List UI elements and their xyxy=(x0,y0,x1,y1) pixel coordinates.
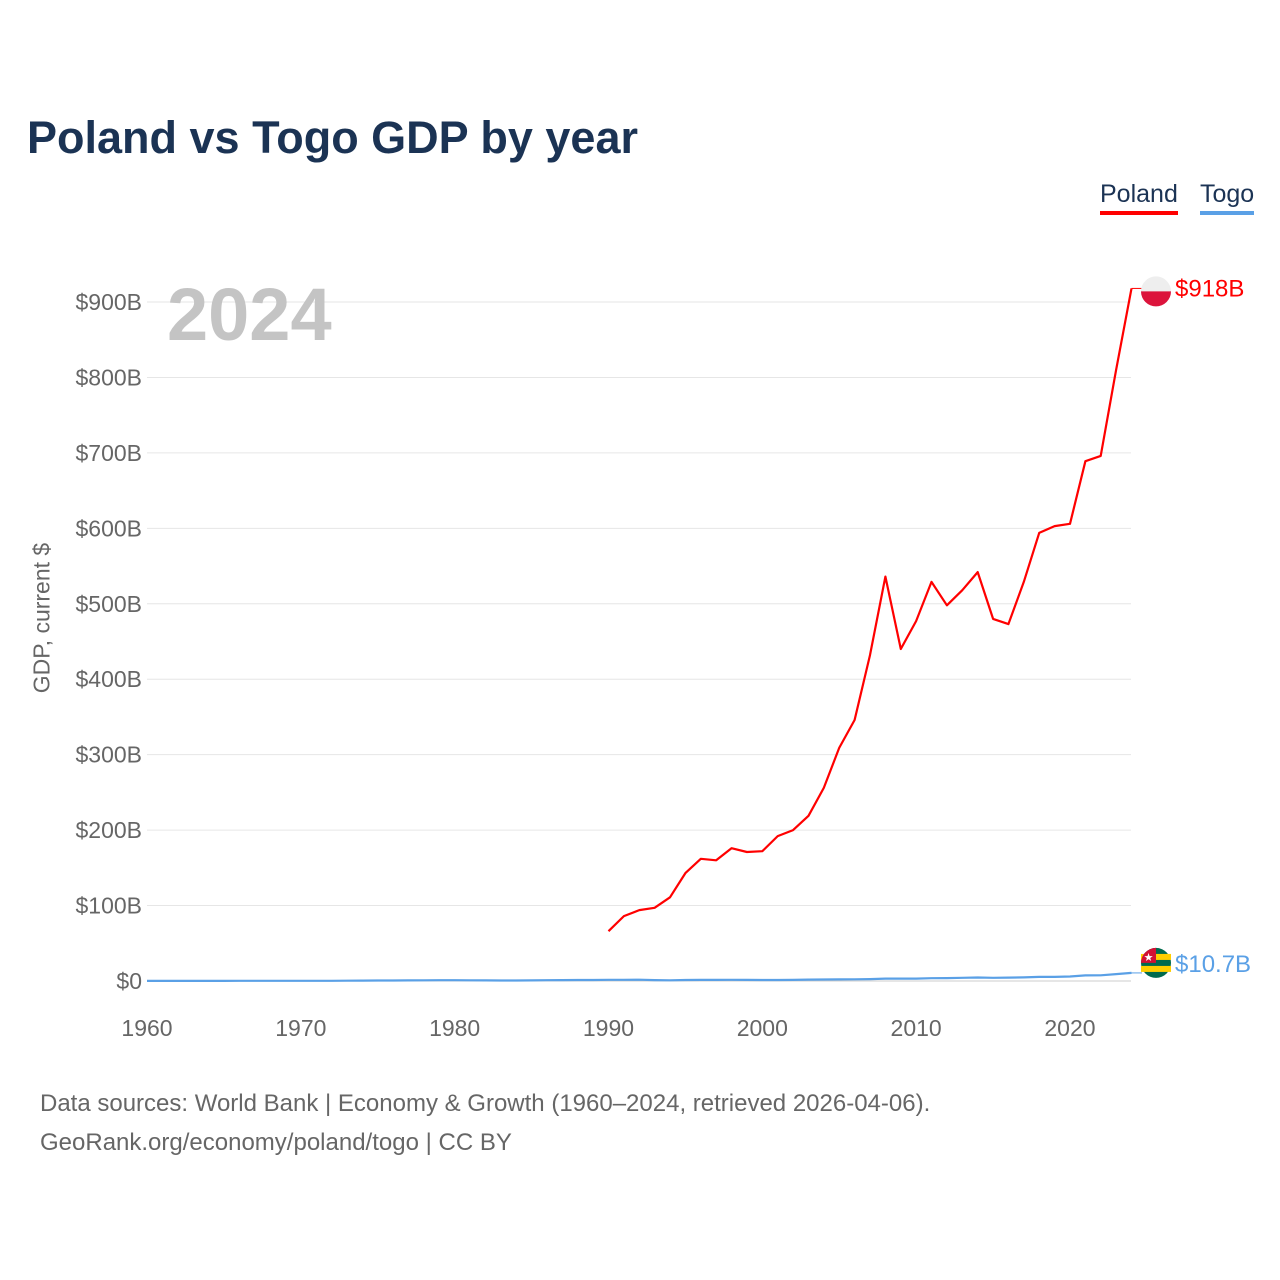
togo-flag-canton xyxy=(1141,947,1156,963)
chart-title: Poland vs Togo GDP by year xyxy=(27,112,638,163)
y-tick-label: $800B xyxy=(75,364,142,390)
x-tick-label: 1960 xyxy=(121,1015,172,1041)
x-tick-label: 1980 xyxy=(429,1015,480,1041)
legend-togo[interactable]: Togo xyxy=(1200,180,1255,215)
end-value-label: $918B xyxy=(1175,275,1244,302)
togo-flag-star: ★ xyxy=(1144,952,1154,964)
x-tick-label: 1970 xyxy=(275,1015,326,1041)
y-tick-label: $400B xyxy=(75,666,142,692)
series-line-togo xyxy=(147,971,1132,983)
y-tick-label: $0 xyxy=(116,968,142,994)
source-line: Data sources: World Bank | Economy & Gro… xyxy=(40,1090,931,1117)
y-tick-label: $500B xyxy=(75,591,142,617)
source-url[interactable]: GeoRank.org/economy/poland/togo | CC BY xyxy=(40,1129,512,1156)
y-tick-label: $300B xyxy=(75,742,142,768)
x-tick-label: 2010 xyxy=(891,1015,942,1041)
y-tick-label: $600B xyxy=(75,515,142,541)
current-year-label: 2024 xyxy=(167,273,332,356)
y-tick-label: $200B xyxy=(75,817,142,843)
source-note: Data sources: World Bank | Economy & Gro… xyxy=(40,1084,930,1162)
y-tick-label: $900B xyxy=(75,289,142,315)
x-tick-label: 1990 xyxy=(583,1015,634,1041)
series-line-poland xyxy=(607,288,1133,932)
x-tick-label: 2000 xyxy=(737,1015,788,1041)
legend-poland[interactable]: Poland xyxy=(1100,180,1178,215)
y-axis-label: GDP, current $ xyxy=(28,542,55,694)
poland-flag-red xyxy=(1141,291,1171,307)
y-tick-label: $100B xyxy=(75,893,142,919)
end-value-label: $10.7B xyxy=(1175,951,1251,978)
y-tick-label: $700B xyxy=(75,440,142,466)
x-tick-label: 2020 xyxy=(1044,1015,1095,1041)
togo-flag-stripe xyxy=(1141,965,1171,972)
